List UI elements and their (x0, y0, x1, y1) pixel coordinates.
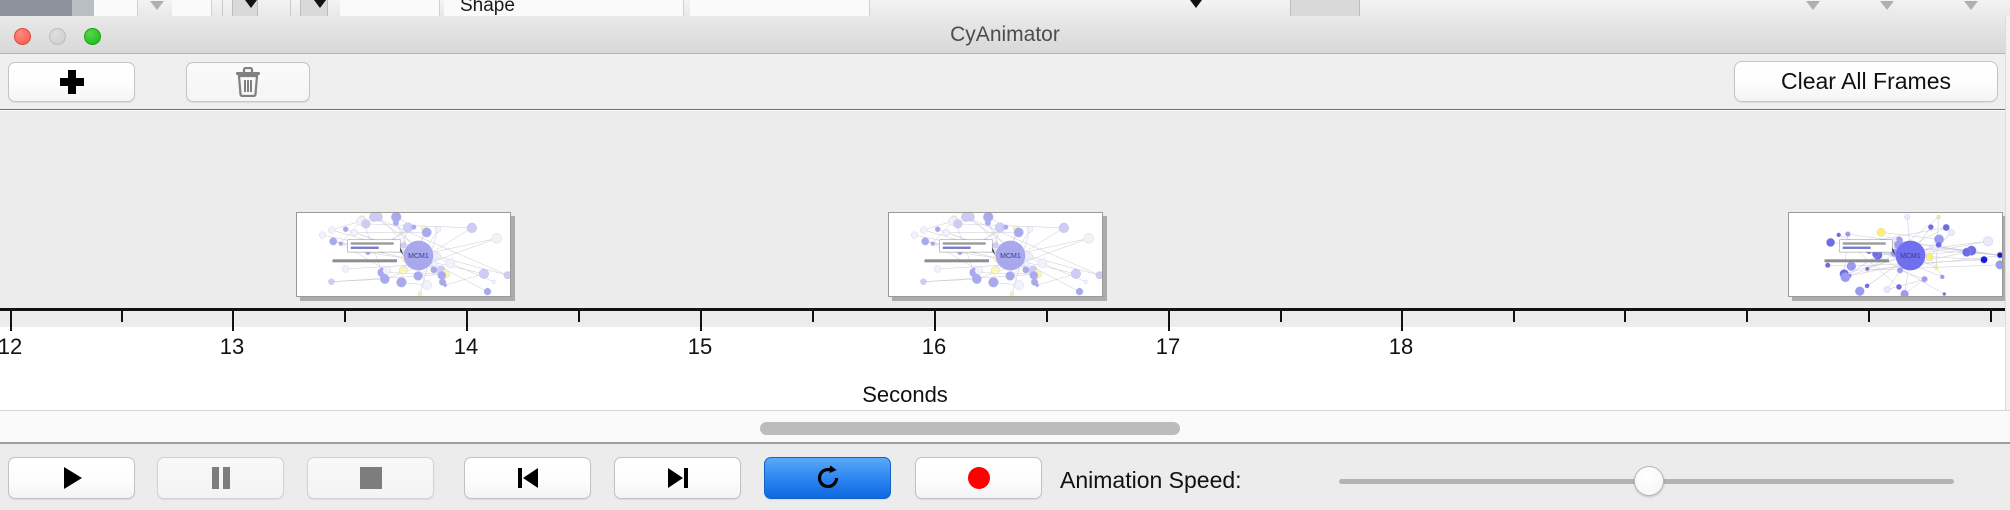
stop-button (307, 457, 434, 499)
horizontal-scrollbar-track[interactable] (0, 410, 2010, 442)
axis-tick (1046, 311, 1048, 322)
axis-tick (1168, 311, 1170, 331)
loop-icon (817, 465, 838, 489)
axis-tick-label: 17 (1155, 334, 1181, 359)
background-window-strip: Shape (0, 0, 2010, 16)
right-edge-sliver (2005, 16, 2010, 410)
background-shape-label: Shape (460, 0, 515, 16)
background-grey-box (1290, 0, 1360, 16)
add-frame-button[interactable] (8, 62, 135, 102)
axis-tick-label: 15 (687, 334, 713, 359)
animation-speed-slider-thumb[interactable] (1634, 466, 1664, 496)
title-bar[interactable]: CyAnimator (0, 16, 2010, 54)
background-arrow-icon (1880, 1, 1894, 10)
background-caret-icon (1190, 0, 1202, 8)
skip-forward-icon (667, 468, 688, 488)
horizontal-scrollbar-thumb[interactable] (760, 422, 1180, 435)
stop-icon (359, 467, 382, 489)
axis-tick (344, 311, 346, 322)
axis-tick (1746, 311, 1748, 322)
axis-tick (578, 311, 580, 322)
frame-thumbnail-2[interactable]: MCM1 (888, 212, 1103, 297)
delete-frame-button[interactable] (186, 62, 310, 102)
axis-tick-label: 18 (1388, 334, 1414, 359)
play-button[interactable] (8, 457, 135, 499)
svg-text:MCM1: MCM1 (1900, 253, 1921, 260)
skip-back-icon (517, 468, 538, 488)
animation-speed-label: Animation Speed: (1060, 467, 1242, 493)
record-button[interactable] (915, 457, 1042, 499)
svg-text:MCM1: MCM1 (1000, 253, 1021, 260)
axis-title: Seconds (0, 382, 2010, 408)
background-cell (444, 0, 684, 16)
pause-icon (211, 467, 230, 489)
background-cell (690, 0, 870, 16)
loop-button[interactable] (764, 457, 891, 499)
background-caret-icon (245, 0, 257, 8)
background-arrow-icon (1964, 1, 1978, 10)
background-dark-tab-2 (72, 0, 94, 16)
background-arrow-icon (150, 1, 164, 10)
background-divider (290, 0, 291, 16)
axis-tick (1513, 311, 1515, 322)
trash-icon (236, 67, 260, 97)
record-icon (967, 467, 990, 489)
axis-title-label: Seconds (862, 382, 948, 407)
axis-tick (812, 311, 814, 322)
maximize-button[interactable] (84, 28, 101, 45)
frame-thumbnail-3[interactable]: MCM1 (1788, 212, 2003, 297)
axis-tick (1868, 311, 1870, 322)
svg-text:MCM1: MCM1 (408, 253, 429, 260)
background-divider (222, 0, 223, 16)
skip-to-end-button[interactable] (614, 457, 741, 499)
background-cell (340, 0, 440, 16)
axis-tick-label: 13 (219, 334, 245, 359)
pause-button (157, 457, 284, 499)
axis-tick (232, 311, 234, 331)
axis-tick (934, 311, 936, 331)
frame-thumbnail-1[interactable]: MCM1 (296, 212, 511, 297)
axis-tick (1280, 311, 1282, 322)
axis-tick (121, 311, 123, 322)
axis-tick (700, 311, 702, 331)
skip-to-start-button[interactable] (464, 457, 591, 499)
timeline-axis-line (0, 308, 2010, 311)
background-caret-icon (314, 0, 326, 8)
playback-control-bar (0, 442, 2010, 510)
axis-tick (1624, 311, 1626, 322)
plus-icon (59, 69, 85, 95)
toolbar: Clear All Frames (0, 54, 2010, 110)
axis-tick (1401, 311, 1403, 331)
minimize-button[interactable] (49, 28, 66, 45)
background-cell (172, 0, 212, 16)
clear-all-frames-button[interactable]: Clear All Frames (1734, 61, 1998, 102)
clear-all-frames-label: Clear All Frames (1781, 68, 1951, 94)
background-dark-tab (0, 0, 72, 16)
axis-tick (1990, 311, 1992, 322)
axis-tick-label: 16 (921, 334, 947, 359)
play-icon (63, 467, 82, 489)
axis-tick-label: 12 (0, 334, 23, 359)
close-button[interactable] (14, 28, 31, 45)
axis-tick (10, 311, 12, 331)
axis-tick-label: 14 (453, 334, 479, 359)
axis-tick (466, 311, 468, 331)
background-cell (94, 0, 138, 16)
window-title: CyAnimator (950, 23, 1060, 46)
background-arrow-icon (1806, 1, 1820, 10)
